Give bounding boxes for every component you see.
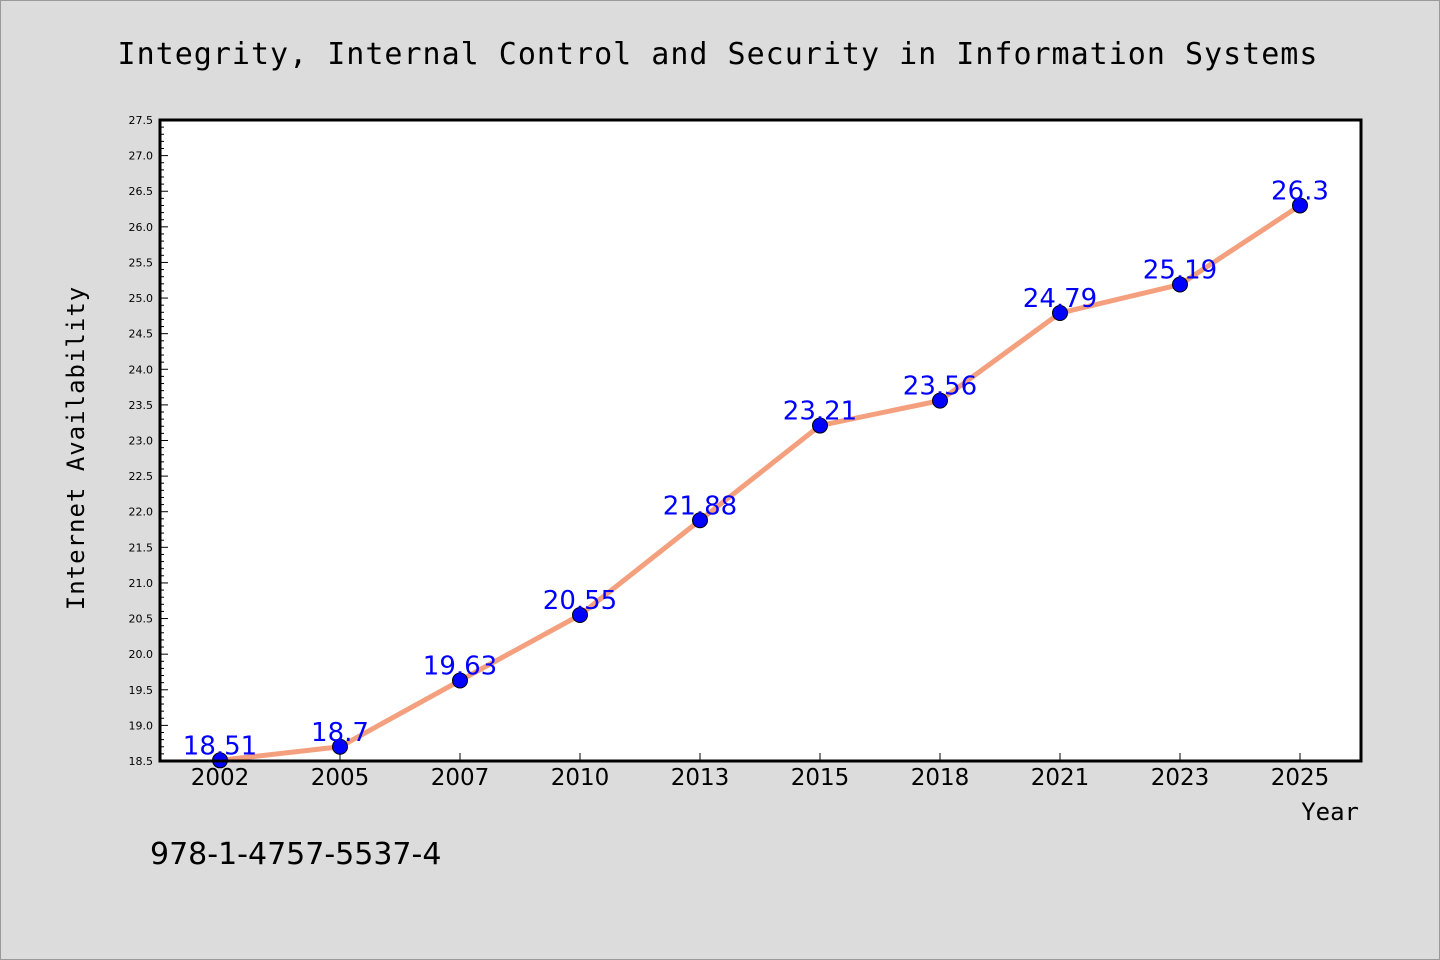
data-label: 18.7 bbox=[311, 718, 369, 748]
y-tick-label: 26.5 bbox=[129, 185, 154, 198]
series-line bbox=[217, 202, 1303, 763]
y-tick-label: 24.5 bbox=[129, 328, 154, 341]
data-point bbox=[1172, 276, 1188, 293]
x-tick-label: 2025 bbox=[1271, 765, 1330, 791]
chart-title: Integrity, Internal Control and Security… bbox=[118, 37, 1319, 72]
y-tick-label: 18.5 bbox=[129, 755, 154, 768]
x-axis-ticks: 2002 2005 2007 2010 2013 2015 2018 2021 2023 2025 bbox=[191, 753, 1330, 791]
y-tick-label: 21.5 bbox=[129, 541, 154, 554]
y-tick-label: 19.0 bbox=[129, 719, 154, 732]
x-tick-label: 2002 bbox=[191, 765, 250, 791]
y-tick-label: 20.0 bbox=[129, 648, 154, 661]
data-markers bbox=[212, 197, 1308, 769]
y-tick-label: 25.5 bbox=[129, 256, 154, 269]
x-tick-label: 2005 bbox=[311, 765, 370, 791]
y-tick-label: 23.5 bbox=[129, 399, 154, 412]
data-label: 25.19 bbox=[1143, 256, 1217, 286]
data-point bbox=[332, 738, 348, 755]
x-tick-label: 2015 bbox=[791, 765, 850, 791]
data-labels: 18.51 18.7 19.63 20.55 21.88 23.21 23.56 24.79 2… bbox=[183, 176, 1329, 761]
x-axis-label: Year bbox=[1301, 798, 1359, 826]
data-point bbox=[1292, 197, 1308, 214]
data-point bbox=[932, 392, 948, 409]
data-point bbox=[452, 672, 468, 689]
isbn-annotation: 978-1-4757-5537-4 bbox=[150, 837, 441, 872]
y-axis-ticks: 18.5 19.0 19.5 20.0 20.5 21.0 21.5 22.0 22.5 23.0… bbox=[129, 114, 168, 768]
y-tick-label: 25.0 bbox=[129, 292, 154, 305]
plot-area bbox=[160, 120, 1361, 761]
data-label: 24.79 bbox=[1023, 284, 1097, 314]
y-tick-label: 27.5 bbox=[129, 114, 154, 127]
x-tick-label: 2010 bbox=[551, 765, 610, 791]
data-point bbox=[572, 606, 588, 623]
y-tick-label: 27.0 bbox=[129, 150, 154, 163]
y-tick-label: 22.0 bbox=[129, 506, 154, 519]
y-tick-label: 26.0 bbox=[129, 221, 154, 234]
x-tick-label: 2018 bbox=[911, 765, 970, 791]
data-point bbox=[692, 512, 708, 529]
x-tick-label: 2021 bbox=[1031, 765, 1090, 791]
data-point bbox=[812, 417, 828, 434]
data-label: 19.63 bbox=[423, 652, 497, 682]
plot-border bbox=[158, 118, 1363, 763]
y-tick-label: 23.0 bbox=[129, 435, 154, 448]
data-label: 23.56 bbox=[903, 372, 977, 402]
data-label: 21.88 bbox=[663, 491, 737, 521]
data-label: 20.55 bbox=[543, 586, 617, 616]
x-tick-label: 2007 bbox=[431, 765, 490, 791]
x-tick-label: 2023 bbox=[1151, 765, 1210, 791]
data-label: 18.51 bbox=[183, 731, 257, 761]
y-tick-label: 19.5 bbox=[129, 684, 154, 697]
y-tick-label: 22.5 bbox=[129, 470, 154, 483]
y-axis-label: Internet Availability bbox=[62, 286, 90, 610]
y-tick-label: 21.0 bbox=[129, 577, 154, 590]
data-label: 26.3 bbox=[1271, 176, 1329, 206]
y-tick-label: 20.5 bbox=[129, 613, 154, 626]
y-tick-label: 24.0 bbox=[129, 363, 154, 376]
data-point bbox=[1052, 305, 1068, 322]
x-tick-label: 2013 bbox=[671, 765, 730, 791]
data-label: 23.21 bbox=[783, 397, 857, 427]
